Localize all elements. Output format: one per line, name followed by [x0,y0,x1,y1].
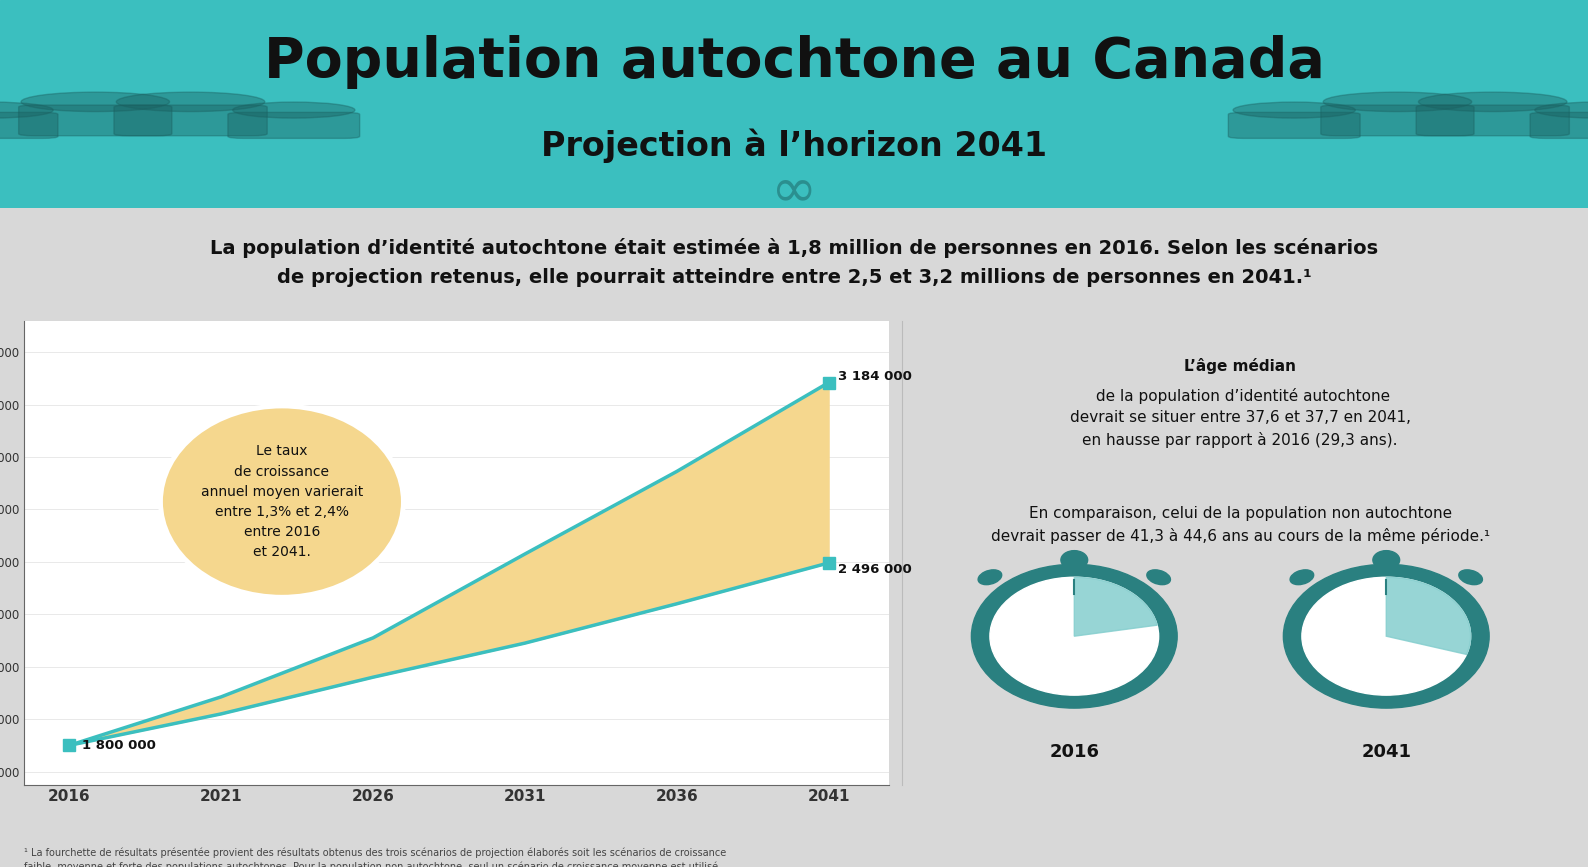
FancyBboxPatch shape [114,105,267,136]
Circle shape [1302,577,1470,695]
Text: ∞: ∞ [770,165,818,218]
Circle shape [1374,551,1399,570]
Circle shape [1283,564,1490,708]
Text: La population d’identité autochtone était estimée à 1,8 million de personnes en : La population d’identité autochtone étai… [210,238,1378,287]
Text: Le taux
de croissance
annuel moyen varierait
entre 1,3% et 2,4%
entre 2016
et 20: Le taux de croissance annuel moyen varie… [200,445,364,558]
Text: 2041: 2041 [1361,743,1412,761]
Ellipse shape [978,570,1002,584]
Text: 29,3 ans: 29,3 ans [1035,647,1113,662]
Circle shape [1418,92,1567,112]
Circle shape [0,102,52,118]
FancyBboxPatch shape [19,105,172,136]
Ellipse shape [1289,570,1313,584]
Circle shape [1061,551,1088,570]
Text: 2 496 000: 2 496 000 [837,563,912,576]
Circle shape [21,92,170,112]
Circle shape [972,564,1177,708]
Ellipse shape [1459,570,1483,584]
FancyBboxPatch shape [229,113,359,139]
Ellipse shape [1147,570,1170,584]
Text: 3 184 000: 3 184 000 [837,369,912,382]
Circle shape [1323,92,1472,112]
Text: ~37,6 –
37,7 ans: ~37,6 – 37,7 ans [1348,638,1424,670]
Text: L’âge médian: L’âge médian [1185,358,1296,374]
Text: de la population d’identité autochtone
devrait se situer entre 37,6 et 37,7 en 2: de la population d’identité autochtone d… [1070,388,1410,447]
FancyBboxPatch shape [1229,113,1359,139]
Circle shape [116,92,265,112]
Circle shape [1536,102,1588,118]
Text: En comparaison, celui de la population non autochtone
devrait passer de 41,3 à 4: En comparaison, celui de la population n… [991,506,1490,544]
Text: Population autochtone au Canada: Population autochtone au Canada [264,36,1324,89]
Text: 2016: 2016 [1050,743,1099,761]
Ellipse shape [160,406,403,597]
Polygon shape [1073,577,1158,636]
FancyBboxPatch shape [1416,105,1569,136]
Circle shape [232,102,354,118]
FancyBboxPatch shape [0,113,57,139]
Text: ¹ La fourchette de résultats présentée provient des résultats obtenus des trois : ¹ La fourchette de résultats présentée p… [24,847,726,867]
Circle shape [989,577,1159,695]
Polygon shape [1386,577,1470,655]
Circle shape [1234,102,1355,118]
FancyBboxPatch shape [1531,113,1588,139]
Text: 1 800 000: 1 800 000 [81,739,156,752]
Text: Projection à l’horizon 2041: Projection à l’horizon 2041 [542,128,1046,163]
FancyBboxPatch shape [1321,105,1474,136]
